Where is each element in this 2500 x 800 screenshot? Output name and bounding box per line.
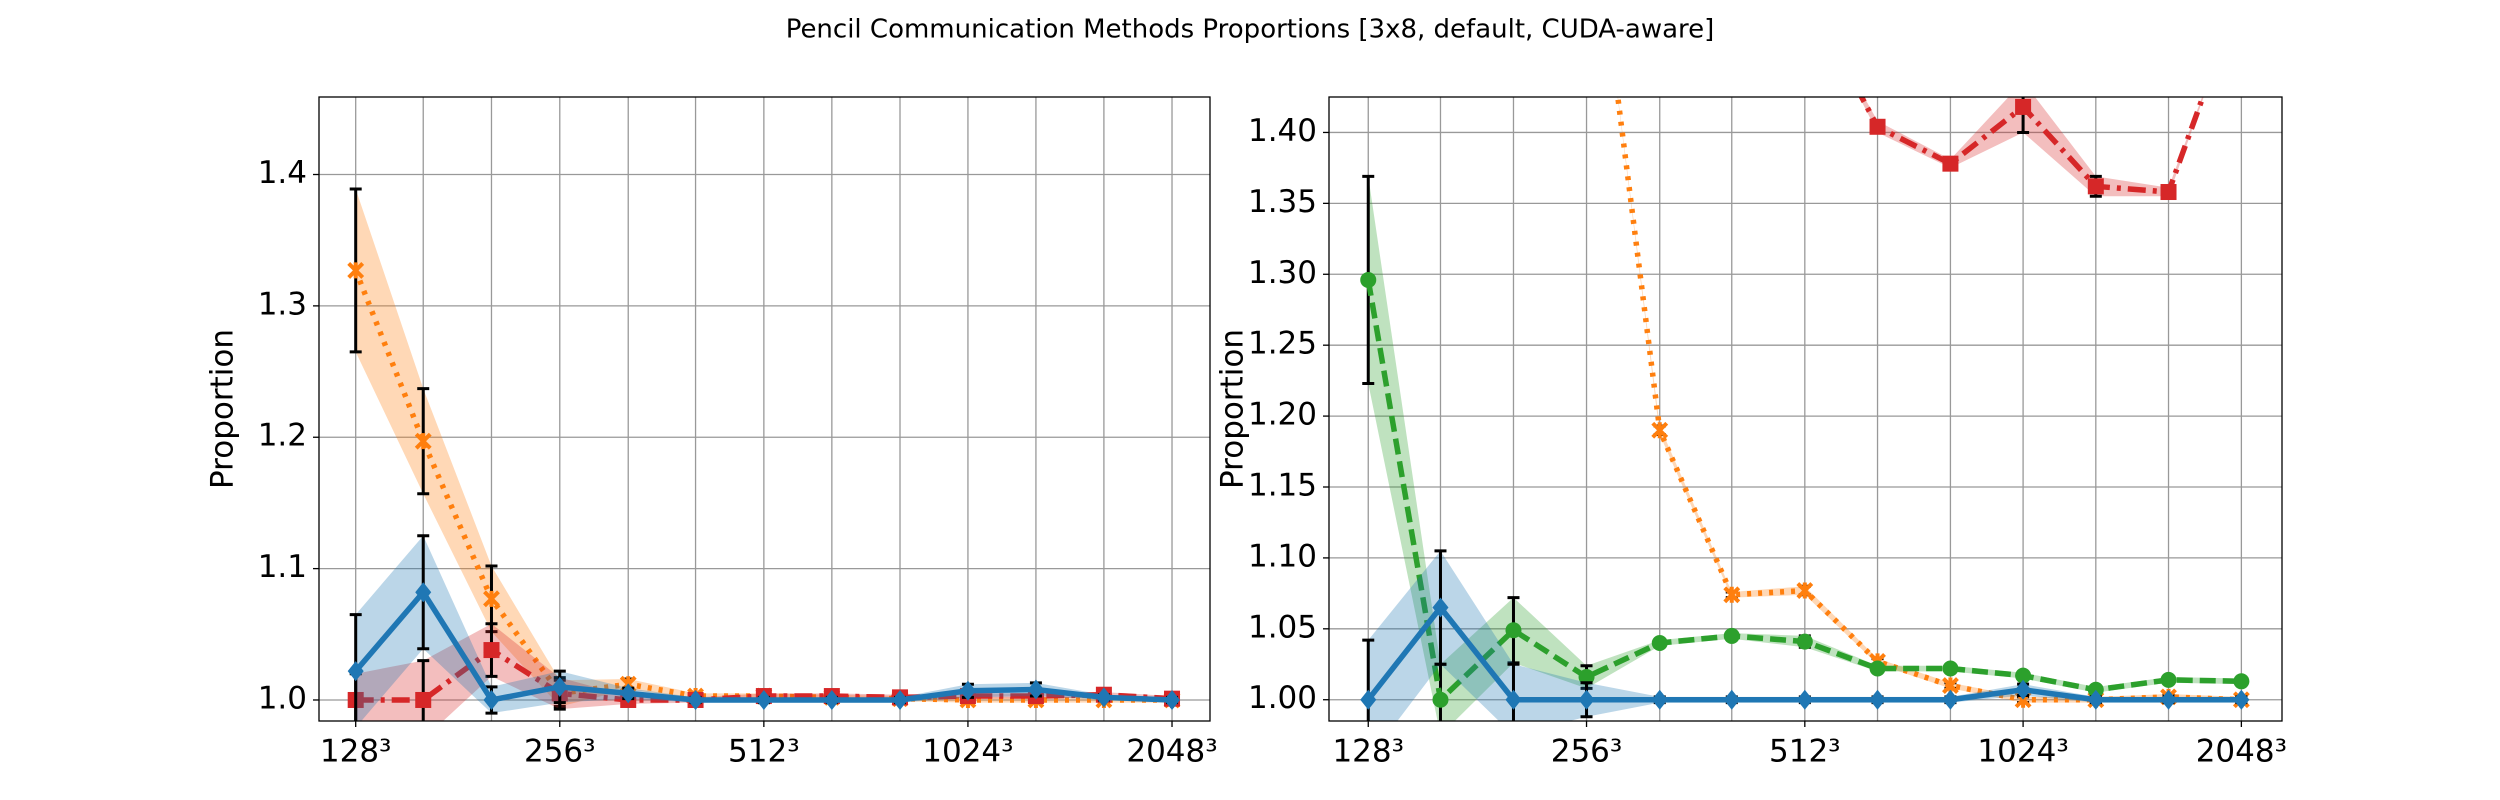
marker xyxy=(1869,118,1886,135)
marker xyxy=(1432,597,1449,618)
y-tick-label: 1.1 xyxy=(258,549,307,585)
plot-area xyxy=(347,187,1181,721)
marker xyxy=(347,261,365,279)
marker xyxy=(2160,689,2177,710)
error-band xyxy=(1617,97,2242,703)
marker xyxy=(755,689,772,710)
x-tick-label: 1024³ xyxy=(922,734,1013,770)
marker xyxy=(2015,98,2032,115)
marker xyxy=(483,642,500,659)
marker xyxy=(2233,689,2250,710)
marker xyxy=(1360,271,1377,288)
marker xyxy=(483,590,500,608)
y-tick-label: 1.0 xyxy=(258,680,307,716)
marker xyxy=(1723,627,1740,644)
x-tick-label: 2048³ xyxy=(1126,734,1217,770)
x-tick-label: 256³ xyxy=(524,734,596,770)
y-tick-label: 1.2 xyxy=(258,418,307,454)
marker xyxy=(1578,669,1595,686)
marker xyxy=(1578,689,1595,710)
y-tick-label: 1.35 xyxy=(1248,184,1317,220)
marker xyxy=(620,683,637,704)
marker xyxy=(687,689,704,710)
axes-frame xyxy=(318,96,1211,722)
y-tick-label: 1.40 xyxy=(1248,113,1317,149)
marker xyxy=(1651,689,1668,710)
x-tick-label: 256³ xyxy=(1551,734,1623,770)
x-tick-label: 512³ xyxy=(1769,734,1841,770)
marker xyxy=(1796,582,1814,599)
marker xyxy=(1505,622,1522,639)
marker xyxy=(1432,691,1449,708)
marker xyxy=(2160,184,2177,201)
y-tick-label: 1.25 xyxy=(1248,326,1317,362)
marker xyxy=(1360,689,1377,710)
x-tick-label: 128³ xyxy=(320,734,392,770)
y-tick-label: 1.00 xyxy=(1248,680,1317,716)
x-tick-label: 512³ xyxy=(728,734,800,770)
figure-title: Pencil Communication Methods Proportions… xyxy=(786,15,1715,45)
marker xyxy=(415,691,432,708)
marker xyxy=(1796,633,1813,650)
marker xyxy=(1942,689,1959,710)
x-tick-label: 2048³ xyxy=(2196,734,2287,770)
marker xyxy=(1942,660,1959,677)
marker xyxy=(1869,660,1886,677)
series-line xyxy=(1615,97,2242,703)
y-axis-label: Proportion xyxy=(205,329,241,489)
marker xyxy=(1942,155,1959,172)
marker xyxy=(1505,689,1522,710)
marker xyxy=(1164,689,1181,710)
marker xyxy=(483,689,500,710)
marker xyxy=(1027,679,1044,700)
marker xyxy=(1723,586,1741,604)
axes: 1.0 1.1 1.2 1.3 1.4 128³ 256³ 512³ 1024³ 2048³ Pro… xyxy=(205,96,1218,770)
marker xyxy=(959,680,976,701)
y-tick-label: 1.10 xyxy=(1248,538,1317,574)
marker xyxy=(1095,687,1112,708)
marker xyxy=(1723,689,1740,710)
y-tick-label: 1.30 xyxy=(1248,255,1317,291)
marker xyxy=(347,661,364,682)
marker xyxy=(1796,689,1813,710)
marker xyxy=(414,432,432,450)
y-tick-label: 1.15 xyxy=(1248,468,1317,504)
marker xyxy=(1869,689,1886,710)
marker xyxy=(2087,178,2104,195)
error-band xyxy=(1368,176,2242,721)
marker xyxy=(2233,673,2250,690)
marker xyxy=(823,689,840,710)
y-tick-label: 1.05 xyxy=(1248,609,1317,645)
axes-frame xyxy=(1328,96,2283,722)
marker xyxy=(892,689,909,710)
y-axis-label: Proportion xyxy=(1215,329,1251,489)
axes: 1.00 1.05 1.10 1.15 1.20 1.25 1.30 1.35 1.40 128³… xyxy=(1215,96,2287,770)
x-tick-label: 128³ xyxy=(1332,734,1404,770)
y-tick-label: 1.4 xyxy=(258,155,307,191)
y-tick-label: 1.20 xyxy=(1248,397,1317,433)
marker xyxy=(2160,671,2177,688)
marker xyxy=(551,676,568,697)
marker xyxy=(1651,635,1668,651)
x-tick-label: 1024³ xyxy=(1977,734,2068,770)
y-tick-label: 1.3 xyxy=(258,286,307,322)
marker xyxy=(1651,421,1669,439)
marker xyxy=(2015,667,2032,684)
plot-area xyxy=(1360,97,2250,721)
marker xyxy=(415,582,432,603)
marker xyxy=(2015,679,2032,700)
marker xyxy=(2087,689,2104,710)
